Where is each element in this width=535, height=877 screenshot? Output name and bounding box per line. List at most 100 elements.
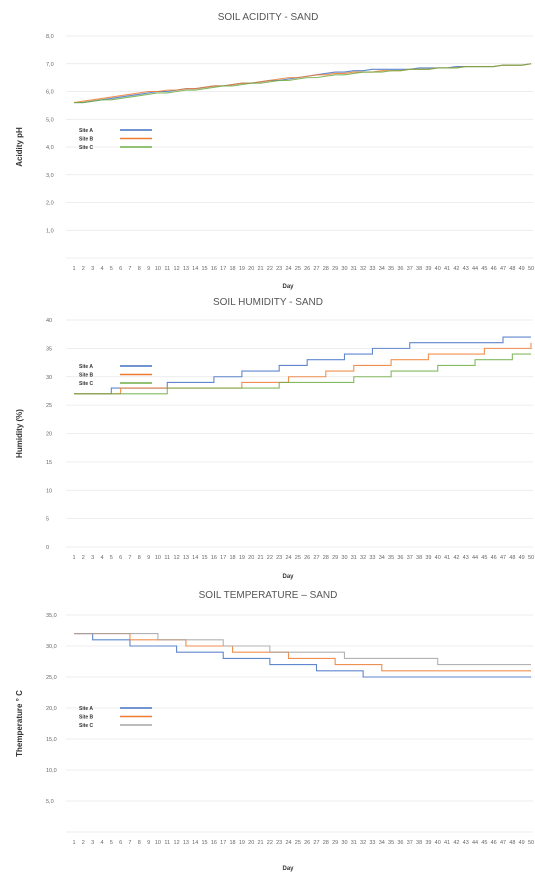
- x-tick-label: 50: [528, 266, 534, 272]
- series-line-site-b: [74, 343, 531, 394]
- x-tick-label: 49: [519, 266, 525, 272]
- x-tick-label: 5: [110, 840, 113, 846]
- x-tick-label: 14: [192, 266, 198, 272]
- chart-3: SOIL TEMPERATURE – SAND5,010,015,020,025…: [15, 590, 534, 872]
- chart-1: SOIL ACIDITY - SAND 1,0 2,0 3,0 4,0 5,0 6,0 7,0…: [15, 12, 534, 290]
- x-tick-label: 19: [239, 840, 245, 846]
- x-tick-label: 1: [72, 266, 75, 272]
- y-tick-label: 15: [46, 460, 52, 466]
- x-tick-label: 21: [257, 555, 263, 561]
- y-axis-label: Humidity (%): [15, 409, 24, 458]
- x-tick-label: 25: [295, 266, 301, 272]
- series-line-site-b: [74, 64, 531, 103]
- x-tick-label: 3: [91, 266, 94, 272]
- x-tick-label: 36: [397, 840, 403, 846]
- x-tick-label: 16: [211, 266, 217, 272]
- x-tick-label: 24: [285, 266, 291, 272]
- x-tick-label: 25: [295, 555, 301, 561]
- x-tick-label: 19: [239, 555, 245, 561]
- x-tick-label: 3: [91, 555, 94, 561]
- x-tick-label: 12: [174, 840, 180, 846]
- x-tick-label: 43: [463, 555, 469, 561]
- x-tick-label: 32: [360, 266, 366, 272]
- y-tick-label: 0: [46, 545, 49, 551]
- x-tick-label: 38: [416, 266, 422, 272]
- x-tick-label: 28: [323, 555, 329, 561]
- x-tick-label: 38: [416, 555, 422, 561]
- x-tick-label: 40: [435, 555, 441, 561]
- series-line-site-c: [74, 634, 531, 665]
- x-tick-label: 37: [407, 555, 413, 561]
- x-tick-label: 4: [100, 555, 103, 561]
- y-tick-label: 35: [46, 346, 52, 352]
- y-axis-label: Themperature ° C: [15, 690, 24, 757]
- legend-label: Site A: [79, 706, 93, 712]
- legend-label: Site C: [79, 723, 94, 729]
- x-tick-label: 45: [481, 840, 487, 846]
- x-tick-label: 6: [119, 555, 122, 561]
- x-tick-label: 21: [257, 840, 263, 846]
- series-line-site-a: [74, 64, 531, 103]
- x-tick-label: 39: [425, 266, 431, 272]
- y-tick-label: 4,0: [46, 145, 54, 151]
- x-tick-label: 20: [248, 266, 254, 272]
- x-tick-label: 23: [276, 555, 282, 561]
- chart-title: SOIL HUMIDITY - SAND: [213, 297, 323, 308]
- x-tick-label: 28: [323, 266, 329, 272]
- x-tick-label: 31: [351, 266, 357, 272]
- x-tick-label: 35: [388, 555, 394, 561]
- x-tick-label: 47: [500, 840, 506, 846]
- legend-label: Site C: [79, 381, 94, 387]
- x-tick-label: 3: [91, 840, 94, 846]
- x-tick-label: 26: [304, 555, 310, 561]
- x-tick-label: 49: [519, 555, 525, 561]
- x-tick-label: 6: [119, 266, 122, 272]
- x-tick-label: 5: [110, 555, 113, 561]
- x-tick-label: 24: [285, 555, 291, 561]
- x-tick-label: 29: [332, 266, 338, 272]
- series-line-site-c: [74, 64, 531, 103]
- x-tick-label: 43: [463, 266, 469, 272]
- x-tick-label: 13: [183, 266, 189, 272]
- x-tick-label: 30: [341, 555, 347, 561]
- x-tick-label: 5: [110, 266, 113, 272]
- x-tick-label: 49: [519, 840, 525, 846]
- x-tick-label: 27: [313, 555, 319, 561]
- x-tick-label: 6: [119, 840, 122, 846]
- x-tick-label: 16: [211, 555, 217, 561]
- x-tick-label: 13: [183, 840, 189, 846]
- x-tick-label: 25: [295, 840, 301, 846]
- x-tick-label: 34: [379, 555, 385, 561]
- x-tick-label: 15: [202, 840, 208, 846]
- y-tick-label: 20: [46, 432, 52, 438]
- x-tick-label: 48: [509, 555, 515, 561]
- y-tick-label: 3,0: [46, 173, 54, 179]
- legend-label: Site B: [79, 715, 94, 721]
- x-tick-label: 31: [351, 840, 357, 846]
- x-tick-label: 9: [147, 555, 150, 561]
- x-tick-label: 40: [435, 266, 441, 272]
- x-tick-label: 29: [332, 840, 338, 846]
- x-tick-label: 1: [72, 840, 75, 846]
- x-tick-label: 32: [360, 555, 366, 561]
- x-tick-label: 20: [248, 840, 254, 846]
- x-tick-label: 4: [100, 840, 103, 846]
- x-tick-label: 27: [313, 266, 319, 272]
- legend-label: Site A: [79, 364, 93, 370]
- x-tick-label: 47: [500, 266, 506, 272]
- x-tick-label: 33: [369, 555, 375, 561]
- y-tick-label: 8,0: [46, 34, 54, 40]
- y-tick-label: 5,0: [46, 799, 54, 805]
- x-tick-label: 28: [323, 840, 329, 846]
- x-tick-label: 22: [267, 266, 273, 272]
- y-tick-label: 1,0: [46, 228, 54, 234]
- x-tick-label: 42: [453, 266, 459, 272]
- x-tick-label: 9: [147, 266, 150, 272]
- x-tick-label: 2: [82, 840, 85, 846]
- y-tick-label: 15,0: [46, 737, 57, 743]
- x-tick-label: 22: [267, 840, 273, 846]
- x-tick-label: 2: [82, 555, 85, 561]
- x-tick-label: 31: [351, 555, 357, 561]
- y-axis-label: Acidity pH: [15, 127, 24, 167]
- x-tick-label: 17: [220, 266, 226, 272]
